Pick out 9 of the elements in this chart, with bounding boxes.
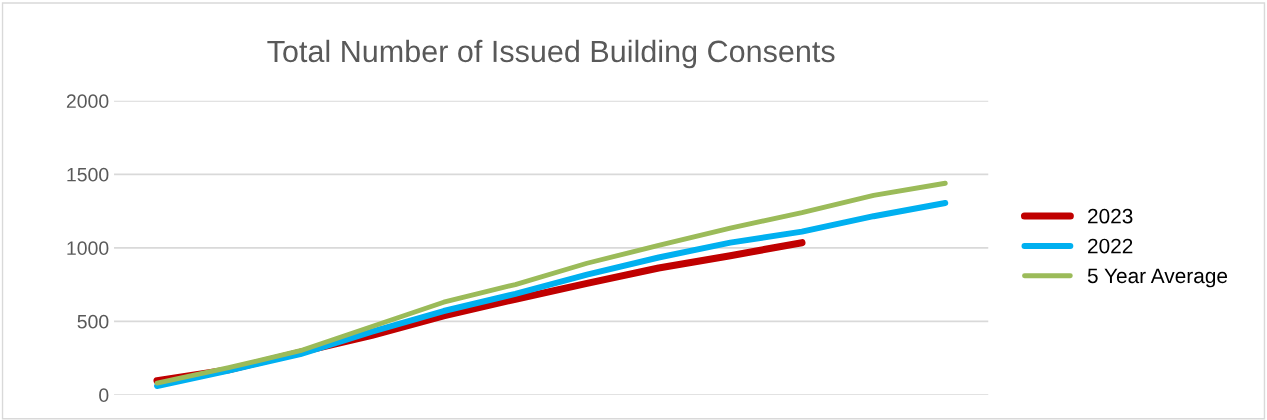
legend-label: 2022 — [1088, 238, 1133, 254]
legend-label: 2023 — [1088, 208, 1133, 224]
y-tick-label: 500 — [77, 314, 109, 329]
chart-title: Total Number of Issued Building Consents — [267, 39, 835, 69]
y-tick-label: 1500 — [67, 167, 109, 182]
y-tick-label: 0 — [99, 388, 109, 403]
y-tick-label: 1000 — [67, 241, 109, 256]
legend-label: 5 Year Average — [1087, 268, 1228, 288]
y-tick-label: 2000 — [66, 94, 109, 109]
